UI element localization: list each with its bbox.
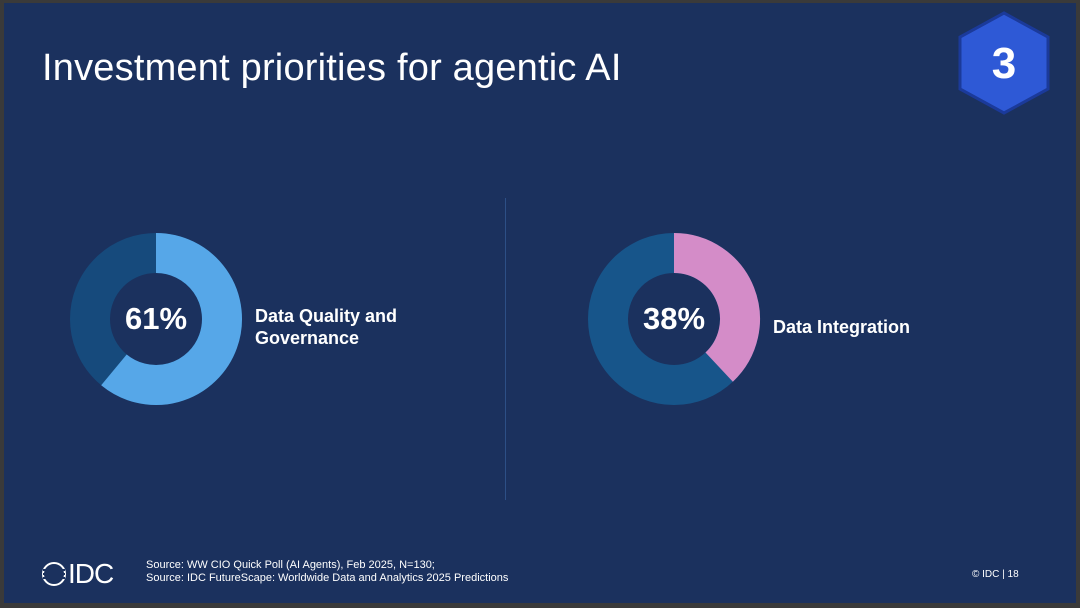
- category-label-line: Data Integration: [773, 317, 911, 337]
- badge-number: 3: [992, 39, 1016, 88]
- page-title: Investment priorities for agentic AI: [42, 47, 622, 89]
- donut-segment-value: [673, 233, 760, 382]
- page-number: 18: [1007, 569, 1019, 580]
- donut-segment-value: [101, 233, 242, 405]
- source-line: Source: IDC FutureScape: Worldwide Data …: [146, 572, 509, 584]
- idc-logo-text: IDC: [68, 558, 114, 589]
- donut-chart-data-quality: [70, 233, 242, 405]
- donut-value-label: 38%: [642, 301, 706, 336]
- donut-chart-data-integration: [588, 233, 760, 405]
- category-label: Data Integration: [773, 316, 910, 338]
- slide: Investment priorities for agentic AI 3 6…: [4, 3, 1076, 603]
- source-line: Source: WW CIO Quick Poll (AI Agents), F…: [146, 559, 435, 571]
- category-label: Data Quality and Governance: [255, 305, 397, 349]
- footer-copyright: © IDC | 18: [972, 569, 1019, 580]
- copyright-text: © IDC: [972, 569, 1000, 580]
- number-badge: 3: [958, 11, 1050, 115]
- category-label-line: Data Quality and: [255, 306, 398, 326]
- donut-value-label: 61%: [124, 301, 188, 336]
- footer-separator: |: [1002, 569, 1008, 580]
- category-label-line: Governance: [255, 328, 360, 348]
- idc-logo-icon: [42, 562, 66, 586]
- hexagon-badge-icon: [958, 11, 1050, 115]
- column-divider: [505, 198, 506, 500]
